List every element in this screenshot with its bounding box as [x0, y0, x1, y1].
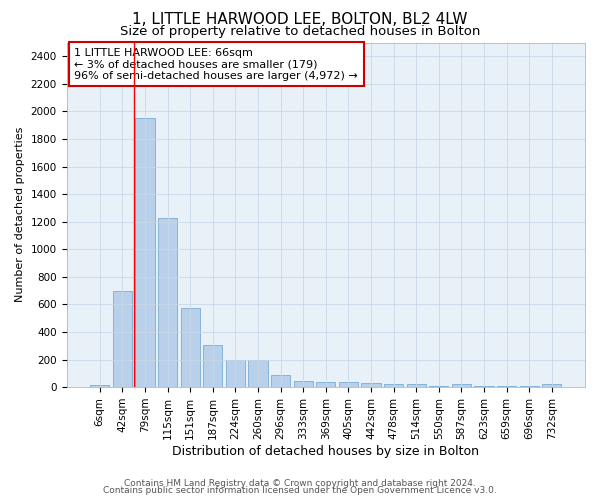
Text: Size of property relative to detached houses in Bolton: Size of property relative to detached ho… — [120, 25, 480, 38]
Bar — [542, 384, 562, 387]
Bar — [316, 382, 335, 387]
Bar — [271, 376, 290, 387]
Bar — [497, 386, 516, 387]
Bar — [136, 118, 155, 387]
Bar — [429, 386, 448, 387]
Bar — [384, 384, 403, 387]
Bar — [226, 360, 245, 387]
Bar — [407, 384, 426, 387]
Bar — [248, 360, 268, 387]
Bar — [339, 382, 358, 387]
Y-axis label: Number of detached properties: Number of detached properties — [15, 127, 25, 302]
Bar — [181, 308, 200, 387]
Bar — [475, 386, 494, 387]
Bar — [293, 380, 313, 387]
X-axis label: Distribution of detached houses by size in Bolton: Distribution of detached houses by size … — [172, 444, 479, 458]
Text: 1, LITTLE HARWOOD LEE, BOLTON, BL2 4LW: 1, LITTLE HARWOOD LEE, BOLTON, BL2 4LW — [132, 12, 468, 28]
Bar — [520, 386, 539, 387]
Bar — [203, 345, 223, 387]
Text: 1 LITTLE HARWOOD LEE: 66sqm
← 3% of detached houses are smaller (179)
96% of sem: 1 LITTLE HARWOOD LEE: 66sqm ← 3% of deta… — [74, 48, 358, 81]
Text: Contains public sector information licensed under the Open Government Licence v3: Contains public sector information licen… — [103, 486, 497, 495]
Bar — [90, 385, 109, 387]
Bar — [158, 218, 177, 387]
Bar — [452, 384, 471, 387]
Bar — [361, 383, 380, 387]
Text: Contains HM Land Registry data © Crown copyright and database right 2024.: Contains HM Land Registry data © Crown c… — [124, 478, 476, 488]
Bar — [113, 290, 132, 387]
